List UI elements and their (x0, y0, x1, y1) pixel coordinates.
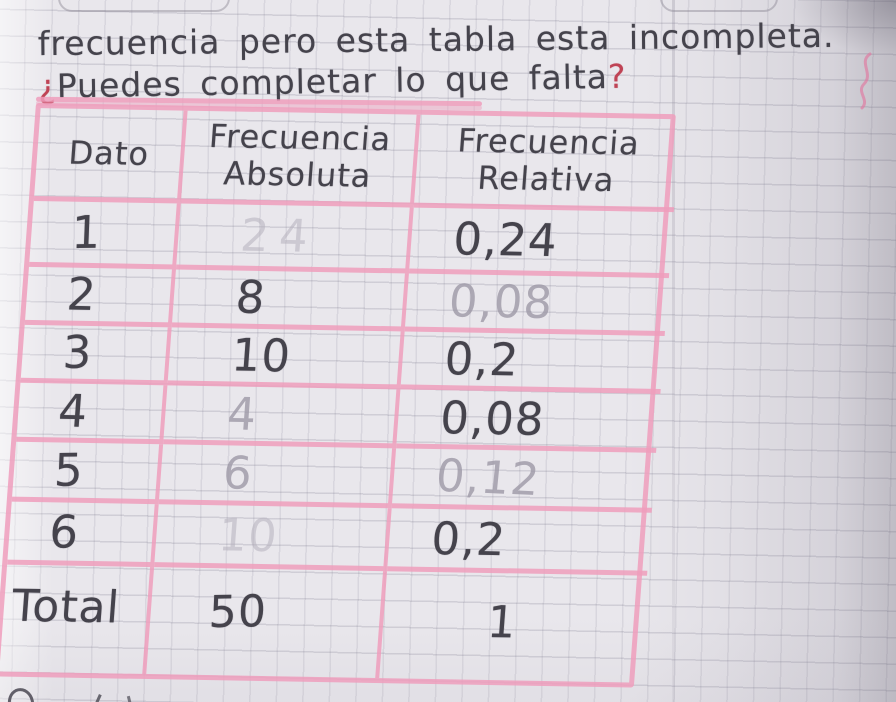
cell-dato: 6 (7, 501, 159, 568)
cell-dato: 4 (16, 382, 168, 445)
cell-relativa: 0,2 (387, 508, 652, 576)
cell-absoluta: 6 (158, 444, 397, 509)
cell-relativa: 0,24 (408, 207, 674, 279)
cell-absoluta: 4 (163, 385, 401, 449)
header-relativa-label: Frecuencia Relativa (456, 121, 642, 200)
cell-dato: 2 (24, 266, 176, 328)
handwritten-prompt: frecuencia pero esta tabla esta incomple… (38, 16, 836, 106)
absoluta-value: 8 (233, 270, 269, 325)
absoluta-value: 10 (229, 328, 293, 383)
cell-total-label: Total (0, 564, 155, 675)
cell-dato: 3 (20, 324, 172, 386)
cell-dato: 5 (11, 441, 164, 505)
absoluta-value-faint: 4 (225, 386, 260, 441)
total-relativa-value: 1 (485, 596, 519, 649)
cell-relativa: 0,12 (391, 448, 657, 513)
page-crease-line (672, 0, 675, 702)
relativa-value: 0,08 (438, 390, 547, 446)
relativa-value: 0,24 (451, 212, 560, 268)
dato-value: 4 (56, 383, 91, 438)
pink-ink-squiggle (859, 52, 872, 110)
dato-value: 1 (70, 205, 103, 260)
cell-relativa: 0,08 (396, 389, 661, 453)
header-cell-absoluta: Frecuencia Absoluta (180, 110, 421, 208)
relativa-value-faint: 0,12 (433, 448, 543, 507)
header-absoluta-label: Frecuencia Absoluta (207, 117, 393, 195)
cell-relativa: 0,08 (404, 273, 669, 337)
header-cell-dato: Dato (33, 108, 188, 204)
relativa-value-faint: 0,08 (447, 274, 556, 330)
dato-value: 5 (53, 443, 85, 497)
header-cell-relativa: Frecuencia Relativa (413, 114, 681, 213)
cell-relativa: 0,2 (400, 331, 665, 394)
relativa-value: 0,2 (442, 332, 522, 387)
total-absoluta-value: 50 (207, 586, 268, 639)
cell-absoluta: 8 (171, 269, 409, 332)
dato-value: 3 (61, 325, 94, 379)
cell-total-absoluta: 50 (146, 567, 388, 679)
total-label: Total (10, 580, 122, 634)
absoluta-value-faint: 24 (238, 208, 320, 263)
cell-absoluta: 10 (167, 327, 405, 390)
question-mark: ? (607, 56, 627, 97)
cell-total-relativa: 1 (379, 571, 647, 682)
header-dato-label: Dato (67, 133, 151, 173)
dato-value: 6 (47, 504, 82, 559)
cell-absoluta: 24 (175, 203, 414, 274)
absoluta-value-faint: 10 (216, 507, 280, 562)
cell-absoluta: 10 (154, 504, 392, 572)
absoluta-value-faint: 6 (221, 446, 255, 500)
cell-dato: 1 (28, 200, 181, 270)
dato-value: 2 (65, 267, 99, 322)
relativa-value: 0,2 (429, 511, 509, 566)
page-corner-outline (660, 0, 778, 12)
frequency-table: Dato Frecuencia Absoluta Frecuencia Rela… (0, 103, 681, 688)
page-corner-outline (58, 0, 230, 12)
